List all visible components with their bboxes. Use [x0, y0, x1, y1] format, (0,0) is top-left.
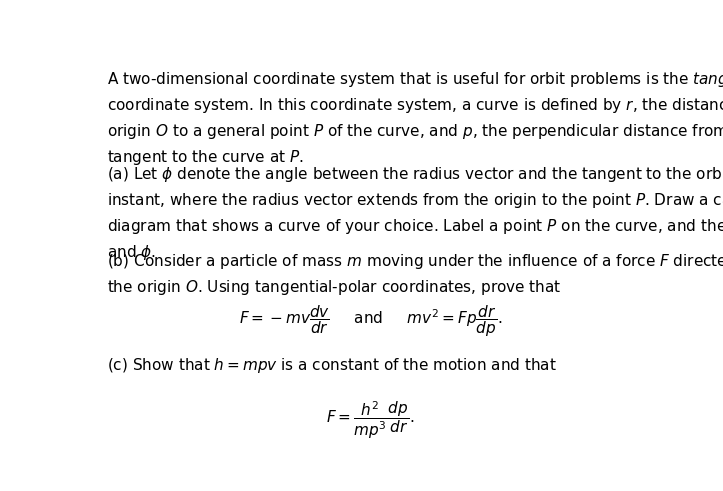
- Text: $F = -mv\dfrac{dv}{dr}$     and     $mv^2 = Fp\dfrac{dr}{dp}.$: $F = -mv\dfrac{dv}{dr}$ and $mv^2 = Fp\d…: [239, 303, 502, 339]
- Text: (b) Consider a particle of mass $m$ moving under the influence of a force $F$ di: (b) Consider a particle of mass $m$ movi…: [107, 252, 723, 297]
- Text: $F = \dfrac{h^2}{mp^3}\dfrac{dp}{dr}.$: $F = \dfrac{h^2}{mp^3}\dfrac{dp}{dr}.$: [326, 399, 415, 440]
- Text: A two-dimensional coordinate system that is useful for orbit problems is the $\m: A two-dimensional coordinate system that…: [107, 70, 723, 167]
- Text: (c) Show that $h = mpv$ is a constant of the motion and that: (c) Show that $h = mpv$ is a constant of…: [107, 355, 557, 375]
- Text: (a) Let $\phi$ denote the angle between the radius vector and the tangent to the: (a) Let $\phi$ denote the angle between …: [107, 165, 723, 262]
